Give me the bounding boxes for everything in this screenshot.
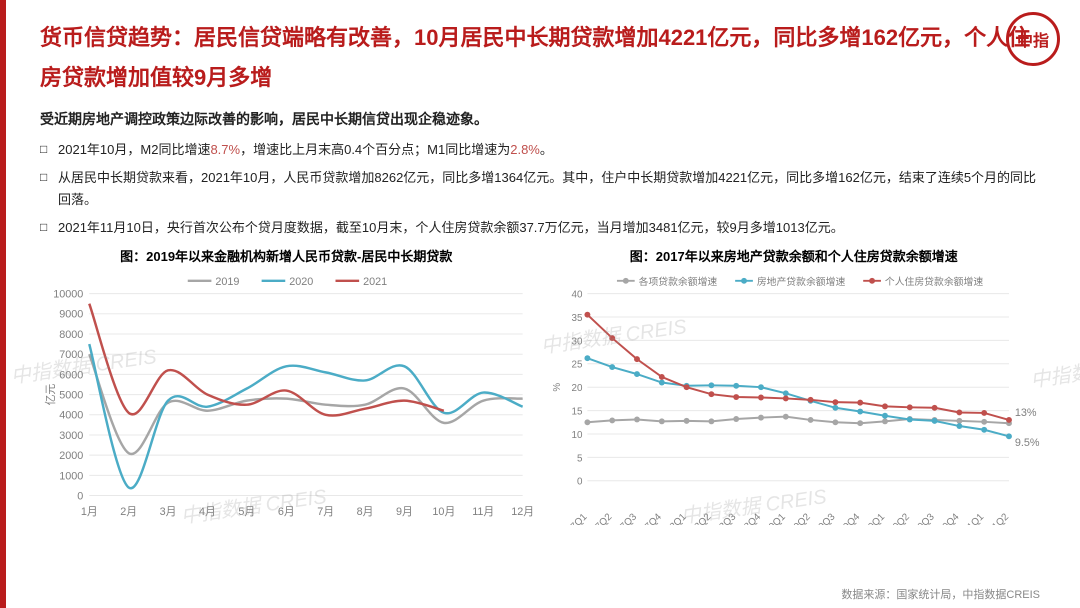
svg-text:13%: 13% bbox=[1014, 407, 1036, 419]
bullet-item: 2021年11月10日，央行首次公布个贷月度数据，截至10月末，个人住房贷款余额… bbox=[40, 217, 1040, 239]
svg-text:17Q1: 17Q1 bbox=[564, 511, 589, 525]
line-chart-loans: 0 1000 2000 3000 4000 5000 6000 7000 8000 9000 100… bbox=[40, 269, 533, 525]
svg-text:1000: 1000 bbox=[59, 470, 83, 482]
svg-text:5月: 5月 bbox=[238, 506, 255, 518]
svg-text:3月: 3月 bbox=[160, 506, 177, 518]
svg-text:18Q3: 18Q3 bbox=[713, 511, 738, 525]
highlight-text: 2.8% bbox=[510, 142, 540, 157]
bullet-list: 2021年10月，M2同比增速8.7%，增速比上月末高0.4个百分点；M1同比增… bbox=[40, 139, 1040, 239]
svg-text:4000: 4000 bbox=[59, 409, 83, 421]
svg-text:17Q3: 17Q3 bbox=[614, 511, 639, 525]
svg-text:%: % bbox=[551, 382, 562, 391]
highlight-text: 8.7% bbox=[210, 142, 240, 157]
svg-text:40: 40 bbox=[571, 289, 582, 300]
svg-text:19Q3: 19Q3 bbox=[812, 511, 837, 525]
chart-right: 图：2017年以来房地产贷款余额和个人住房贷款余额增速 0 5 10 15 20 25 30… bbox=[548, 246, 1041, 530]
bullet-text: 。 bbox=[540, 142, 553, 157]
svg-text:7000: 7000 bbox=[59, 349, 83, 361]
brand-logo: 中指 bbox=[1006, 12, 1060, 66]
slide-subtitle: 受近期房地产调控政策边际改善的影响，居民中长期信贷出现企稳迹象。 bbox=[40, 109, 1040, 129]
chart-left: 图：2019年以来金融机构新增人民币贷款-居民中长期贷款 0 1000 2000 30… bbox=[40, 246, 533, 530]
svg-text:17Q4: 17Q4 bbox=[639, 511, 664, 525]
svg-text:12月: 12月 bbox=[511, 506, 532, 518]
svg-text:9.5%: 9.5% bbox=[1014, 437, 1039, 449]
svg-text:18Q2: 18Q2 bbox=[688, 511, 713, 525]
svg-text:17Q2: 17Q2 bbox=[589, 511, 614, 525]
svg-text:20Q3: 20Q3 bbox=[911, 511, 936, 525]
svg-text:18Q4: 18Q4 bbox=[738, 511, 763, 525]
svg-text:19Q2: 19Q2 bbox=[787, 511, 812, 525]
svg-text:18Q1: 18Q1 bbox=[663, 511, 688, 525]
svg-text:20Q4: 20Q4 bbox=[936, 511, 961, 525]
svg-text:10: 10 bbox=[571, 429, 582, 440]
svg-text:15: 15 bbox=[571, 406, 582, 417]
svg-text:2021: 2021 bbox=[363, 275, 387, 287]
svg-text:20Q1: 20Q1 bbox=[862, 511, 887, 525]
svg-text:各项贷款余额增速: 各项贷款余额增速 bbox=[638, 274, 717, 287]
svg-text:3000: 3000 bbox=[59, 429, 83, 441]
svg-text:10000: 10000 bbox=[53, 288, 83, 300]
svg-text:5000: 5000 bbox=[59, 389, 83, 401]
svg-text:1月: 1月 bbox=[81, 506, 98, 518]
svg-text:21Q2: 21Q2 bbox=[986, 511, 1011, 525]
svg-text:9000: 9000 bbox=[59, 308, 83, 320]
svg-text:20: 20 bbox=[571, 383, 582, 394]
svg-text:2020: 2020 bbox=[289, 275, 313, 287]
svg-text:0: 0 bbox=[77, 490, 83, 502]
svg-text:2000: 2000 bbox=[59, 450, 83, 462]
charts-row: 图：2019年以来金融机构新增人民币贷款-居民中长期贷款 0 1000 2000 30… bbox=[40, 246, 1040, 530]
svg-text:9月: 9月 bbox=[396, 506, 413, 518]
svg-text:19Q1: 19Q1 bbox=[763, 511, 788, 525]
svg-text:个人住房贷款余额增速: 个人住房贷款余额增速 bbox=[884, 274, 982, 287]
svg-text:10月: 10月 bbox=[432, 506, 455, 518]
svg-text:19Q4: 19Q4 bbox=[837, 511, 862, 525]
svg-text:6000: 6000 bbox=[59, 369, 83, 381]
svg-text:35: 35 bbox=[571, 313, 582, 324]
svg-text:25: 25 bbox=[571, 359, 582, 370]
slide-title: 货币信贷趋势：居民信贷端略有改善，10月居民中长期贷款增加4221亿元，同比多增… bbox=[40, 18, 1040, 97]
svg-text:0: 0 bbox=[577, 476, 583, 487]
bullet-text: ，增速比上月末高0.4个百分点；M1同比增速为 bbox=[240, 142, 510, 157]
chart-title: 图：2017年以来房地产贷款余额和个人住房贷款余额增速 bbox=[548, 246, 1041, 265]
bullet-text: 2021年10月，M2同比增速 bbox=[58, 142, 210, 157]
bullet-item: 从居民中长期贷款来看，2021年10月，人民币贷款增加8262亿元，同比多增13… bbox=[40, 167, 1040, 211]
line-chart-growth: 0510152025303540%17Q117Q217Q317Q418Q118Q… bbox=[548, 269, 1041, 525]
svg-text:5: 5 bbox=[577, 453, 583, 464]
left-accent-bar bbox=[0, 0, 6, 608]
svg-text:2月: 2月 bbox=[120, 506, 137, 518]
svg-text:6月: 6月 bbox=[278, 506, 295, 518]
svg-text:7月: 7月 bbox=[317, 506, 334, 518]
chart-title: 图：2019年以来金融机构新增人民币贷款-居民中长期贷款 bbox=[40, 246, 533, 265]
svg-text:8000: 8000 bbox=[59, 329, 83, 341]
svg-text:2019: 2019 bbox=[215, 275, 239, 287]
svg-text:4月: 4月 bbox=[199, 506, 216, 518]
svg-text:30: 30 bbox=[571, 336, 582, 347]
svg-text:房地产贷款余额增速: 房地产贷款余额增速 bbox=[756, 274, 845, 287]
svg-text:8月: 8月 bbox=[357, 506, 374, 518]
source-text: 数据来源：国家统计局，中指数据CREIS bbox=[841, 586, 1040, 602]
slide-content: 货币信贷趋势：居民信贷端略有改善，10月居民中长期贷款增加4221亿元，同比多增… bbox=[0, 0, 1080, 530]
svg-text:亿元: 亿元 bbox=[44, 383, 57, 405]
svg-text:20Q2: 20Q2 bbox=[887, 511, 912, 525]
bullet-item: 2021年10月，M2同比增速8.7%，增速比上月末高0.4个百分点；M1同比增… bbox=[40, 139, 1040, 161]
svg-text:21Q1: 21Q1 bbox=[961, 511, 986, 525]
svg-text:11月: 11月 bbox=[472, 506, 494, 518]
